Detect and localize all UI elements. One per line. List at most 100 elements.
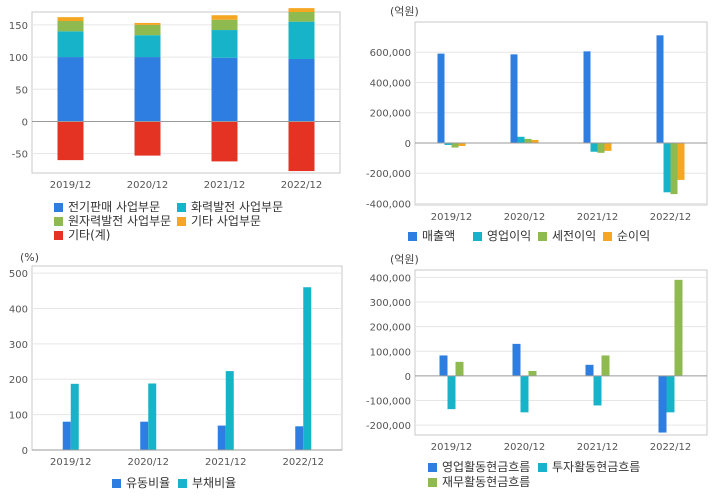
bar bbox=[666, 375, 675, 413]
bar bbox=[585, 364, 594, 376]
x-tick-label: 2019/12 bbox=[50, 180, 92, 191]
x-tick-label: 2019/12 bbox=[431, 442, 473, 453]
bar bbox=[288, 59, 315, 122]
bar bbox=[658, 375, 667, 433]
legend-swatch bbox=[428, 463, 437, 472]
cashflow-legend: 영업활동현금흐름 투자활동현금흐름 재무활동현금흐름 bbox=[360, 460, 720, 494]
x-tick-label: 2019/12 bbox=[50, 457, 92, 468]
x-tick-label: 2022/12 bbox=[281, 180, 323, 191]
bar bbox=[62, 421, 71, 450]
legend-item-thermal-power: 화력발전 사업부문 bbox=[177, 200, 283, 215]
y-tick-label: 0 bbox=[405, 139, 411, 150]
y-tick-label: 0 bbox=[22, 446, 28, 457]
bar bbox=[57, 17, 84, 22]
bar bbox=[211, 30, 238, 58]
y-tick-label: -200,000 bbox=[366, 421, 411, 432]
bar bbox=[211, 15, 238, 20]
ratios-legend: 유동비율 부채비율 bbox=[0, 476, 360, 494]
plot-area bbox=[31, 265, 343, 451]
bar bbox=[528, 370, 537, 376]
x-tick-label: 2021/12 bbox=[577, 212, 619, 222]
income-chart: 600,000 400,000 200,000 0 -200,000 -400,000 20… bbox=[366, 21, 708, 223]
y-tick-label: 400,000 bbox=[370, 78, 411, 89]
bar bbox=[57, 31, 84, 58]
bar bbox=[57, 57, 84, 122]
bar bbox=[512, 343, 521, 376]
bar bbox=[447, 375, 456, 410]
legend-swatch bbox=[54, 231, 63, 240]
y-tick-label: -200,000 bbox=[366, 169, 411, 180]
y-tick-label: -400,000 bbox=[366, 199, 411, 210]
bar bbox=[288, 8, 315, 12]
chart-panel-ratios: (%) 500 400 300 200 100 0 2019/12 2020/12 2021/1… bbox=[0, 248, 360, 496]
bar bbox=[134, 57, 161, 122]
y-tick-label: 200,000 bbox=[370, 323, 411, 334]
x-tick-label: 2020/12 bbox=[504, 442, 546, 453]
x-tick-label: 2022/12 bbox=[650, 212, 692, 222]
x-tick-label: 2020/12 bbox=[127, 180, 169, 191]
legend-swatch bbox=[408, 232, 417, 241]
bar bbox=[524, 138, 532, 143]
bar bbox=[57, 21, 84, 32]
bar bbox=[70, 383, 79, 450]
bar bbox=[134, 22, 161, 25]
y-tick-label: 300,000 bbox=[370, 298, 411, 309]
bar bbox=[437, 53, 445, 143]
legend-item-electricity-sales: 전기판매 사업부문 bbox=[54, 200, 160, 215]
bar bbox=[295, 426, 304, 450]
y-tick-label: -50 bbox=[12, 150, 28, 161]
legend-item-operating-income: 영업이익 bbox=[473, 229, 531, 244]
legend-item-pretax-income: 세전이익 bbox=[538, 229, 596, 244]
y-tick-label: 150 bbox=[9, 21, 28, 32]
bar bbox=[288, 21, 315, 60]
legend-item-revenue: 매출액 bbox=[408, 229, 455, 244]
bar bbox=[303, 287, 312, 450]
y-tick-label: 200,000 bbox=[370, 109, 411, 120]
bar bbox=[455, 361, 464, 376]
legend-item-other-total: 기타(계) bbox=[54, 228, 110, 243]
y-tick-label: -100,000 bbox=[366, 397, 411, 408]
y-tick-label: 600,000 bbox=[370, 48, 411, 59]
bar bbox=[134, 35, 161, 58]
bar bbox=[677, 142, 685, 180]
y-tick-label: 200 bbox=[9, 375, 28, 386]
y-tick-label: 100,000 bbox=[370, 347, 411, 358]
bar bbox=[583, 51, 591, 143]
bar bbox=[674, 279, 683, 376]
y-tick-label: 300 bbox=[9, 340, 28, 351]
legend-item-other-business: 기타 사업부문 bbox=[177, 214, 261, 229]
legend-item-debt-ratio: 부채비율 bbox=[178, 476, 236, 491]
bar bbox=[663, 142, 671, 193]
legend-item-net-income: 순이익 bbox=[603, 229, 650, 244]
bar bbox=[520, 375, 529, 413]
legend-swatch bbox=[54, 203, 63, 212]
legend-swatch bbox=[473, 232, 482, 241]
x-tick-label: 2021/12 bbox=[577, 442, 619, 453]
segments-legend: 전기판매 사업부문 화력발전 사업부문 원자력발전 사업부문 기타 사업부문 기… bbox=[0, 198, 360, 248]
chart-panel-income: (억원) 600,000 400,000 200,000 0 -200,000 -400,… bbox=[360, 0, 720, 248]
bar bbox=[531, 139, 539, 143]
y-tick-label: 50 bbox=[15, 85, 28, 96]
segments-chart: 150 100 50 0 -50 2019/12 2020/12 2021/12 2022/12 bbox=[9, 8, 341, 191]
ratios-chart: 500 400 300 200 100 0 2019/12 2020/12 2021/12 202… bbox=[9, 265, 343, 468]
y-tick-label: 400 bbox=[9, 304, 28, 315]
legend-item-current-ratio: 유동비율 bbox=[112, 476, 170, 491]
bar bbox=[597, 142, 605, 153]
cashflow-chart: 400,000 300,000 200,000 100,000 0 -100,000 -20… bbox=[366, 269, 708, 453]
legend-swatch bbox=[54, 217, 63, 226]
bar bbox=[451, 142, 459, 148]
bar bbox=[148, 383, 157, 450]
income-unit-label: (억원) bbox=[390, 5, 419, 18]
bar bbox=[593, 375, 602, 406]
bar bbox=[225, 371, 234, 450]
y-tick-label: 100 bbox=[9, 53, 28, 64]
legend-swatch bbox=[177, 203, 186, 212]
bar bbox=[288, 12, 315, 22]
bar bbox=[444, 142, 452, 145]
bar bbox=[217, 425, 226, 450]
bar bbox=[590, 142, 598, 152]
bar bbox=[134, 121, 161, 156]
legend-item-nuclear-power: 원자력발전 사업부문 bbox=[54, 214, 171, 229]
chart-panel-cashflow: (억원) 400,000 300,000 200,000 100,000 0 -100,0… bbox=[360, 248, 720, 496]
legend-item-financing-cashflow: 재무활동현금흐름 bbox=[428, 475, 530, 490]
